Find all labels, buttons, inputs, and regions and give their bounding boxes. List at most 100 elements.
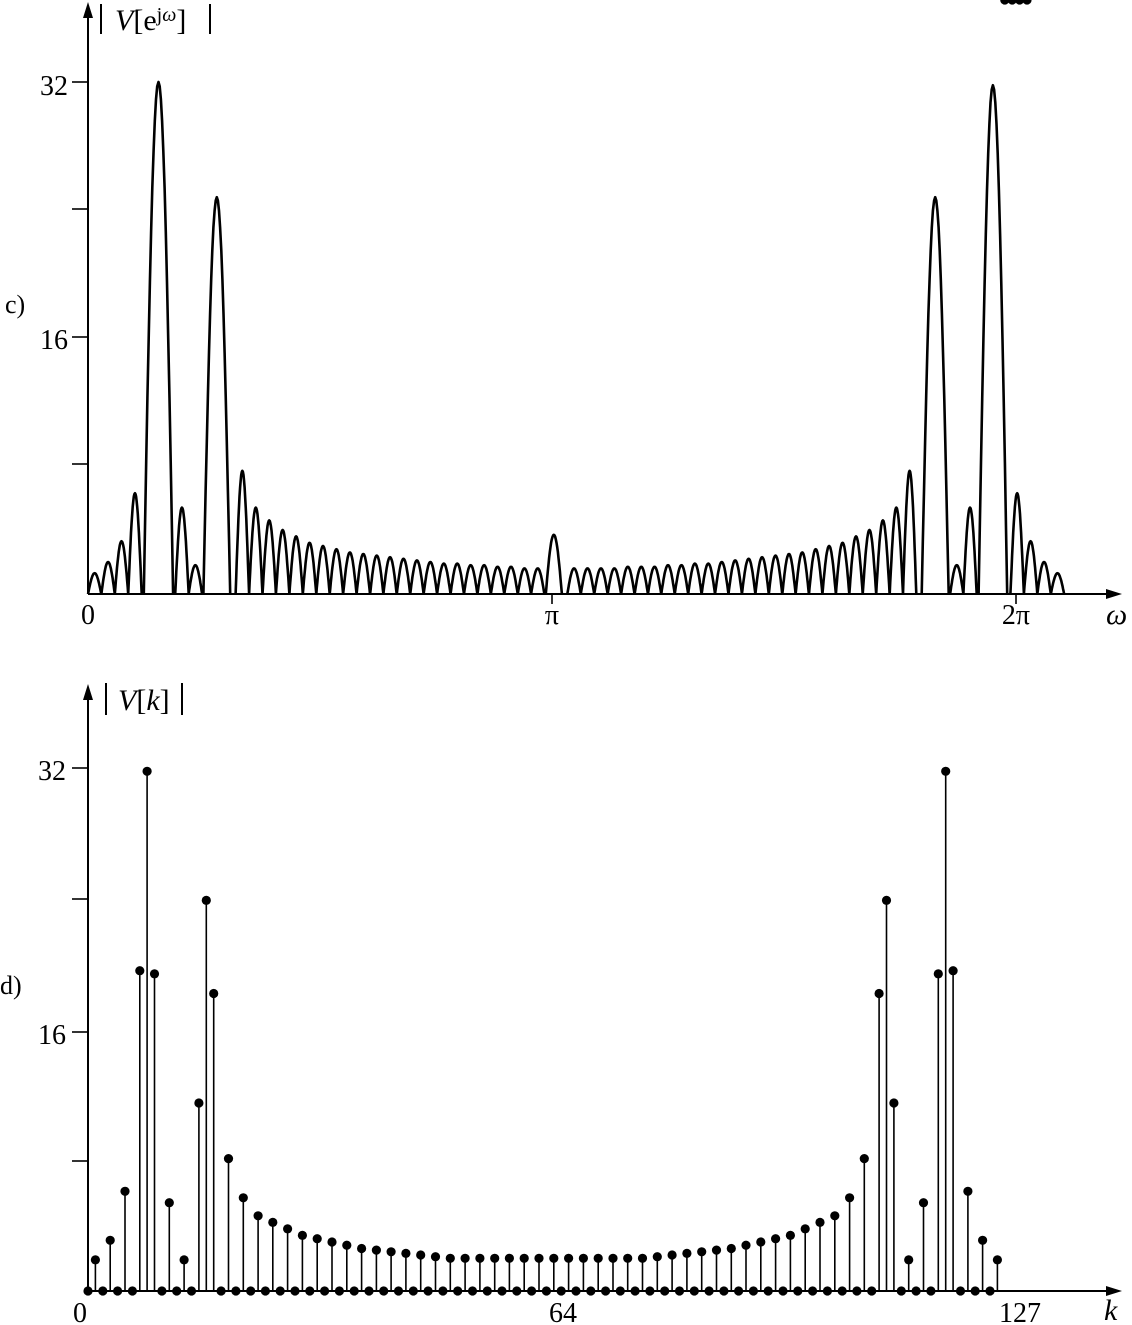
panel-d-x-axis-title: k bbox=[1104, 1294, 1118, 1325]
stem-marker-k94 bbox=[778, 1286, 788, 1296]
stem-marker-k106 bbox=[867, 1286, 877, 1296]
stem-marker-k91 bbox=[756, 1237, 766, 1247]
stem-marker-k84 bbox=[704, 1286, 714, 1296]
stem-marker-k5 bbox=[120, 1186, 130, 1196]
stem-marker-k32 bbox=[320, 1286, 330, 1296]
stem-marker-k45 bbox=[416, 1250, 426, 1260]
stem-marker-k35 bbox=[342, 1240, 352, 1250]
panel-d-y-tick-label-32: 32 bbox=[38, 756, 66, 787]
stem-marker-k40 bbox=[379, 1286, 389, 1296]
stem-marker-k33 bbox=[327, 1237, 337, 1247]
stem-marker-k108 bbox=[881, 895, 892, 906]
stem-marker-k119 bbox=[963, 1186, 973, 1196]
stem-marker-k39 bbox=[371, 1245, 381, 1255]
panel-c-x-tick-label-2pi: 2π bbox=[1002, 600, 1030, 631]
stem-marker-k96 bbox=[793, 1286, 803, 1296]
stem-marker-k103 bbox=[845, 1193, 855, 1203]
panel-c-spectrum-curve bbox=[86, 80, 1066, 595]
stem-marker-k25 bbox=[268, 1217, 278, 1227]
panel-d-y-ticks: 32 16 bbox=[38, 756, 88, 1162]
stem-marker-k20 bbox=[231, 1286, 241, 1296]
stem-marker-k0 bbox=[83, 1286, 93, 1296]
stem-marker-k114 bbox=[926, 1286, 936, 1296]
stem-marker-k66 bbox=[571, 1286, 581, 1296]
stem-marker-k99 bbox=[815, 1217, 825, 1227]
panel-d-y-axis-title: V[k] bbox=[105, 683, 183, 717]
stem-marker-k63 bbox=[549, 1253, 559, 1263]
stem-marker-k117 bbox=[948, 966, 958, 976]
stem-marker-k38 bbox=[364, 1286, 374, 1296]
stem-marker-k4 bbox=[113, 1286, 123, 1296]
panel-d-x-tick-label-0: 0 bbox=[73, 1298, 87, 1325]
stem-marker-k93 bbox=[771, 1234, 781, 1244]
stem-marker-k22 bbox=[246, 1286, 256, 1296]
panel-c-label: c) bbox=[5, 290, 25, 319]
panel-c: c) V[ejω] ω 32 16 0 π bbox=[5, 2, 1127, 631]
stem-marker-k60 bbox=[527, 1286, 537, 1296]
stem-marker-k89 bbox=[741, 1240, 751, 1250]
stem-marker-k121 bbox=[978, 1235, 988, 1245]
stem-marker-k55 bbox=[490, 1253, 500, 1263]
stem-marker-k79 bbox=[667, 1250, 677, 1260]
panel-c-x-axis-title: ω bbox=[1106, 598, 1127, 631]
stem-marker-k87 bbox=[726, 1243, 736, 1254]
stem-marker-k13 bbox=[179, 1255, 189, 1265]
stem-marker-k9 bbox=[149, 969, 160, 979]
panel-d-label: d) bbox=[0, 971, 22, 1000]
stem-marker-k57 bbox=[504, 1253, 514, 1263]
stem-marker-k68 bbox=[586, 1286, 596, 1296]
stem-marker-k115 bbox=[933, 969, 943, 979]
stem-marker-k10 bbox=[157, 1286, 167, 1296]
panel-d-y-tick-label-16: 16 bbox=[38, 1020, 66, 1051]
panel-c-y-ticks: 32 16 bbox=[40, 71, 88, 465]
stem-marker-k92 bbox=[763, 1286, 773, 1296]
stem-marker-k98 bbox=[808, 1286, 818, 1296]
panel-d-x-arrow bbox=[1106, 1286, 1122, 1296]
stem-marker-k88 bbox=[734, 1286, 744, 1296]
stem-marker-k50 bbox=[453, 1286, 463, 1296]
stem-marker-k26 bbox=[275, 1286, 285, 1296]
stem-marker-k123 bbox=[992, 1255, 1003, 1265]
stem-marker-k70 bbox=[601, 1286, 611, 1296]
stem-marker-k52 bbox=[467, 1286, 478, 1296]
stem-marker-k29 bbox=[297, 1230, 307, 1240]
stem-marker-k17 bbox=[209, 988, 219, 999]
stem-marker-k1 bbox=[90, 1255, 100, 1265]
stem-marker-k81 bbox=[682, 1248, 692, 1258]
stem-marker-k109 bbox=[889, 1098, 899, 1108]
panel-d-x-tick-label-127: 127 bbox=[999, 1298, 1041, 1325]
stem-marker-k113 bbox=[918, 1198, 929, 1208]
stem-marker-k14 bbox=[186, 1286, 197, 1296]
stem-marker-k86 bbox=[719, 1286, 729, 1296]
svg-text:V[k]: V[k] bbox=[118, 684, 170, 717]
panel-c-magnitude-line bbox=[86, 80, 1066, 595]
stem-marker-k44 bbox=[408, 1286, 418, 1296]
stem-marker-k85 bbox=[711, 1245, 722, 1255]
stem-marker-k61 bbox=[534, 1253, 544, 1263]
stem-marker-k30 bbox=[305, 1286, 315, 1296]
panel-c-y-arrow bbox=[83, 2, 93, 18]
stem-marker-k36 bbox=[349, 1286, 359, 1296]
stem-marker-k49 bbox=[445, 1253, 455, 1263]
stem-marker-k122 bbox=[985, 1286, 995, 1296]
stem-marker-k75 bbox=[637, 1253, 648, 1263]
stem-marker-k125 bbox=[1007, 0, 1017, 5]
stem-marker-k71 bbox=[608, 1253, 618, 1263]
panel-c-x-arrow bbox=[1106, 589, 1122, 599]
stem-marker-k37 bbox=[357, 1243, 367, 1254]
stem-marker-k56 bbox=[497, 1286, 507, 1296]
stem-marker-k24 bbox=[260, 1286, 270, 1296]
panel-c-y-tick-label-32: 32 bbox=[40, 71, 68, 102]
stem-marker-k116 bbox=[941, 766, 951, 776]
stem-marker-k76 bbox=[645, 1286, 655, 1296]
svg-text:V[ejω]: V[ejω] bbox=[115, 4, 186, 37]
panel-c-x-tick-label-pi: π bbox=[545, 600, 559, 631]
stem-marker-k73 bbox=[623, 1253, 633, 1263]
stem-marker-k82 bbox=[689, 1286, 699, 1296]
stem-marker-k31 bbox=[312, 1234, 322, 1244]
panel-d-x-tick-label-64: 64 bbox=[549, 1298, 577, 1325]
stem-marker-k27 bbox=[283, 1224, 293, 1234]
stem-marker-k51 bbox=[460, 1253, 470, 1263]
